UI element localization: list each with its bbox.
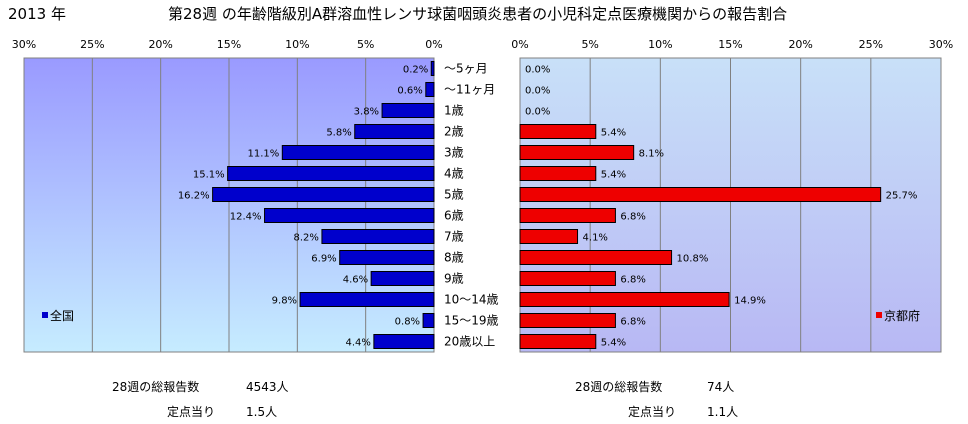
kyoto-total-label: 28週の総報告数 [575,380,663,394]
category-label: 4歳 [444,167,464,181]
national-bar [354,124,435,139]
national-bar [381,103,435,118]
category-label: 3歳 [444,146,464,160]
kyoto-data-label: 0.0% [525,107,550,118]
kyoto-data-label: 4.1% [583,233,608,244]
national-per-label: 定点当り [167,405,216,419]
left-tick-label: 30% [12,38,36,51]
left-tick-label: 25% [80,38,104,51]
national-total-value: 4543人 [246,380,289,394]
kyoto-data-label: 0.0% [525,86,550,97]
kyoto-data-label: 5.4% [601,128,626,139]
national-bar [339,250,435,265]
national-bar [264,208,435,223]
kyoto-data-label: 0.0% [525,65,550,76]
kyoto-data-label: 14.9% [734,296,766,307]
national-bar [212,187,435,202]
category-label: 10～14歳 [444,293,499,307]
right-tick-label: 0% [511,38,528,51]
kyoto-data-label: 5.4% [601,170,626,181]
national-per-value: 1.5人 [246,405,278,419]
kyoto-legend-swatch [876,312,882,318]
kyoto-data-label: 6.8% [620,275,645,286]
right-tick-label: 25% [859,38,883,51]
kyoto-bar [519,229,579,244]
national-data-label: 15.1% [193,170,225,181]
category-label: 20歳以上 [444,335,495,349]
kyoto-bar [519,313,616,328]
left-tick-label: 0% [425,38,442,51]
national-bar [430,61,435,76]
national-bar [227,166,435,181]
kyoto-bar [519,166,597,181]
national-data-label: 3.8% [354,107,379,118]
national-data-label: 4.6% [343,275,368,286]
kyoto-bar [519,271,616,286]
chart-title: 第28週 の年齢階級別A群溶血性レンサ球菌咽頭炎患者の小児科定点医療機関からの報… [168,5,788,23]
kyoto-data-label: 6.8% [620,317,645,328]
category-label: 1歳 [444,104,464,118]
left-tick-label: 10% [285,38,309,51]
kyoto-data-label: 6.8% [620,212,645,223]
kyoto-bar [519,124,597,139]
national-bar [370,271,435,286]
right-tick-label: 30% [929,38,953,51]
year-label: 2013 年 [8,5,66,23]
kyoto-data-label: 8.1% [639,149,664,160]
category-label: ～11ヶ月 [444,83,495,97]
national-bar [281,145,435,160]
national-legend-swatch [42,312,48,318]
national-total-label: 28週の総報告数 [112,380,200,394]
kyoto-data-label: 10.8% [677,254,709,265]
kyoto-per-label: 定点当り [628,405,677,419]
national-legend-label: 全国 [50,308,74,323]
national-data-label: 8.2% [294,233,319,244]
category-label: 5歳 [444,188,464,202]
national-bar [422,313,435,328]
category-label: 6歳 [444,209,464,223]
category-label: 8歳 [444,251,464,265]
national-data-label: 16.2% [178,191,210,202]
national-data-label: 0.2% [403,65,428,76]
category-label: ～5ヶ月 [444,62,488,76]
national-bar [299,292,435,307]
national-data-label: 0.6% [397,86,422,97]
category-label: 15～19歳 [444,314,499,328]
national-data-label: 9.8% [272,296,297,307]
national-data-label: 4.4% [345,338,370,349]
kyoto-bar [519,208,616,223]
category-label: 9歳 [444,272,464,286]
national-data-label: 5.8% [326,128,351,139]
right-tick-label: 15% [718,38,742,51]
kyoto-legend-label: 京都府 [884,308,920,323]
national-data-label: 12.4% [230,212,262,223]
national-data-label: 0.8% [395,317,420,328]
kyoto-bar [519,292,730,307]
kyoto-total-value: 74人 [707,380,735,394]
kyoto-bar [519,187,882,202]
national-data-label: 6.9% [311,254,336,265]
national-bar [373,334,435,349]
kyoto-per-value: 1.1人 [707,405,739,419]
category-label: 7歳 [444,230,464,244]
national-data-label: 11.1% [248,149,280,160]
national-bar [425,82,435,97]
right-tick-label: 20% [788,38,812,51]
left-tick-label: 5% [357,38,374,51]
kyoto-data-label: 5.4% [601,338,626,349]
category-label: 2歳 [444,125,464,139]
national-bar [321,229,435,244]
right-tick-label: 5% [581,38,598,51]
kyoto-bar [519,250,673,265]
kyoto-bar [519,334,597,349]
left-tick-label: 20% [148,38,172,51]
kyoto-bar [519,145,635,160]
left-tick-label: 15% [217,38,241,51]
right-tick-label: 10% [648,38,672,51]
kyoto-data-label: 25.7% [886,191,918,202]
